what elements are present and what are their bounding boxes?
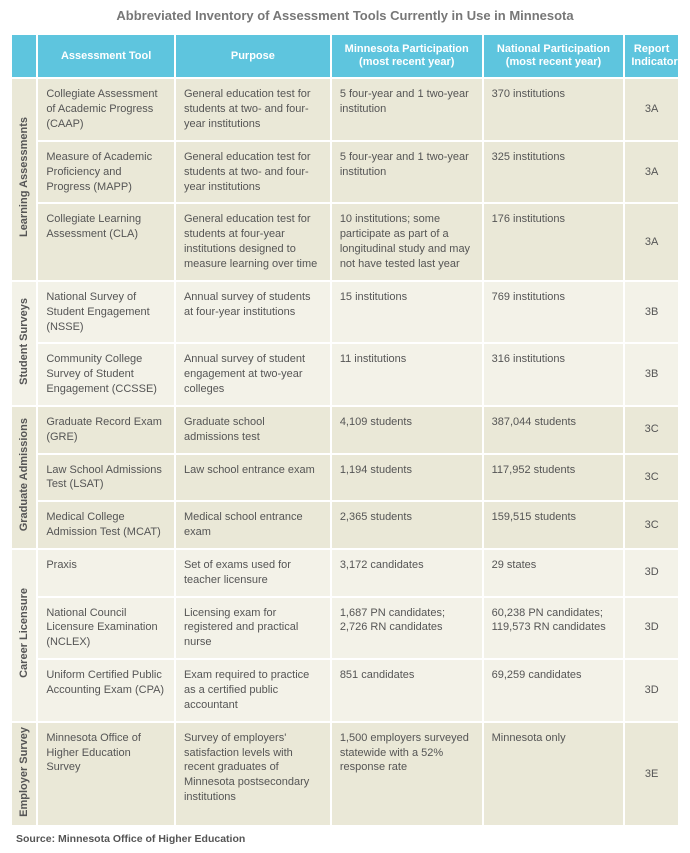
cell-mn: 10 institutions; some participate as par…	[331, 203, 483, 280]
group-label: Career Licensure	[11, 549, 37, 722]
cell-purpose: Set of exams used for teacher licensure	[175, 549, 331, 597]
cell-tool: National Council Licensure Examination (…	[37, 597, 175, 660]
cell-report-indicator: 3E	[624, 722, 679, 827]
table-row: Collegiate Learning Assessment (CLA)Gene…	[11, 203, 679, 280]
table-row: Uniform Certified Public Accounting Exam…	[11, 659, 679, 722]
cell-nat: 325 institutions	[483, 141, 625, 204]
table-row: Student SurveysNational Survey of Studen…	[11, 281, 679, 344]
cell-mn: 1,687 PN candidates; 2,726 RN candidates	[331, 597, 483, 660]
cell-mn: 15 institutions	[331, 281, 483, 344]
cell-report-indicator: 3A	[624, 78, 679, 141]
page-title: Abbreviated Inventory of Assessment Tool…	[10, 8, 680, 23]
cell-report-indicator: 3C	[624, 501, 679, 549]
cell-tool: Collegiate Learning Assessment (CLA)	[37, 203, 175, 280]
cell-purpose: General education test for students at t…	[175, 78, 331, 141]
cell-tool: Praxis	[37, 549, 175, 597]
cell-purpose: Annual survey of student engagement at t…	[175, 343, 331, 406]
cell-purpose: Law school entrance exam	[175, 454, 331, 502]
cell-nat: 176 institutions	[483, 203, 625, 280]
group-label: Employer Survey	[11, 722, 37, 827]
cell-tool: National Survey of Student Engagement (N…	[37, 281, 175, 344]
table-row: Community College Survey of Student Enga…	[11, 343, 679, 406]
cell-nat: 117,952 students	[483, 454, 625, 502]
cell-mn: 851 candidates	[331, 659, 483, 722]
col-mn-participation: Minnesota Participation (most recent yea…	[331, 34, 483, 78]
table-row: Learning AssessmentsCollegiate Assessmen…	[11, 78, 679, 141]
table-row: National Council Licensure Examination (…	[11, 597, 679, 660]
table-row: Employer Survey Minnesota Office of Highe…	[11, 722, 679, 827]
cell-tool: Uniform Certified Public Accounting Exam…	[37, 659, 175, 722]
cell-tool: Collegiate Assessment of Academic Progre…	[37, 78, 175, 141]
cell-tool: Medical College Admission Test (MCAT)	[37, 501, 175, 549]
cell-tool: Minnesota Office of Higher Education Sur…	[37, 722, 175, 827]
cell-report-indicator: 3A	[624, 141, 679, 204]
table-row: Law School Admissions Test (LSAT)Law sch…	[11, 454, 679, 502]
cell-purpose: Survey of employers' satisfaction levels…	[175, 722, 331, 827]
cell-nat: 29 states	[483, 549, 625, 597]
table-row: Graduate AdmissionsGraduate Record Exam …	[11, 406, 679, 454]
cell-purpose: Licensing exam for registered and practi…	[175, 597, 331, 660]
cell-purpose: Annual survey of students at four-year i…	[175, 281, 331, 344]
cell-mn: 1,500 employers surveyed statewide with …	[331, 722, 483, 827]
cell-tool: Community College Survey of Student Enga…	[37, 343, 175, 406]
group-label-text: Employer Survey	[18, 727, 30, 817]
cell-mn: 5 four-year and 1 two-year institution	[331, 78, 483, 141]
col-group	[11, 34, 37, 78]
group-label-text: Learning Assessments	[18, 117, 30, 237]
cell-mn: 4,109 students	[331, 406, 483, 454]
cell-purpose: Medical school entrance exam	[175, 501, 331, 549]
group-label-text: Career Licensure	[18, 588, 30, 678]
table-row: Measure of Academic Proficiency and Prog…	[11, 141, 679, 204]
cell-tool: Measure of Academic Proficiency and Prog…	[37, 141, 175, 204]
cell-nat: Minnesota only	[483, 722, 625, 827]
table-row: Career LicensurePraxisSet of exams used …	[11, 549, 679, 597]
cell-report-indicator: 3C	[624, 454, 679, 502]
group-label: Student Surveys	[11, 281, 37, 406]
cell-tool: Law School Admissions Test (LSAT)	[37, 454, 175, 502]
cell-mn: 3,172 candidates	[331, 549, 483, 597]
header-row: Assessment Tool Purpose Minnesota Partic…	[11, 34, 679, 78]
cell-report-indicator: 3B	[624, 281, 679, 344]
cell-report-indicator: 3C	[624, 406, 679, 454]
cell-nat: 370 institutions	[483, 78, 625, 141]
col-nat-participation: National Participation (most recent year…	[483, 34, 625, 78]
col-purpose: Purpose	[175, 34, 331, 78]
cell-purpose: Exam required to practice as a certified…	[175, 659, 331, 722]
cell-purpose: General education test for students at t…	[175, 141, 331, 204]
cell-mn: 5 four-year and 1 two-year institution	[331, 141, 483, 204]
cell-nat: 769 institutions	[483, 281, 625, 344]
cell-report-indicator: 3A	[624, 203, 679, 280]
cell-nat: 69,259 candidates	[483, 659, 625, 722]
table-row: Medical College Admission Test (MCAT)Med…	[11, 501, 679, 549]
cell-nat: 387,044 students	[483, 406, 625, 454]
cell-report-indicator: 3D	[624, 597, 679, 660]
assessment-table: Assessment Tool Purpose Minnesota Partic…	[10, 33, 680, 827]
cell-report-indicator: 3D	[624, 659, 679, 722]
cell-mn: 2,365 students	[331, 501, 483, 549]
cell-nat: 316 institutions	[483, 343, 625, 406]
cell-nat: 60,238 PN candidates; 119,573 RN candida…	[483, 597, 625, 660]
col-assessment-tool: Assessment Tool	[37, 34, 175, 78]
group-label-text: Graduate Admissions	[18, 418, 30, 531]
cell-mn: 11 institutions	[331, 343, 483, 406]
cell-report-indicator: 3B	[624, 343, 679, 406]
group-label: Learning Assessments	[11, 78, 37, 280]
group-label-text: Student Surveys	[18, 298, 30, 385]
cell-nat: 159,515 students	[483, 501, 625, 549]
cell-purpose: Graduate school admissions test	[175, 406, 331, 454]
source-note: Source: Minnesota Office of Higher Educa…	[10, 827, 680, 845]
cell-mn: 1,194 students	[331, 454, 483, 502]
group-label: Graduate Admissions	[11, 406, 37, 549]
cell-purpose: General education test for students at f…	[175, 203, 331, 280]
cell-report-indicator: 3D	[624, 549, 679, 597]
cell-tool: Graduate Record Exam (GRE)	[37, 406, 175, 454]
col-report-indicator: Report Indicator	[624, 34, 679, 78]
